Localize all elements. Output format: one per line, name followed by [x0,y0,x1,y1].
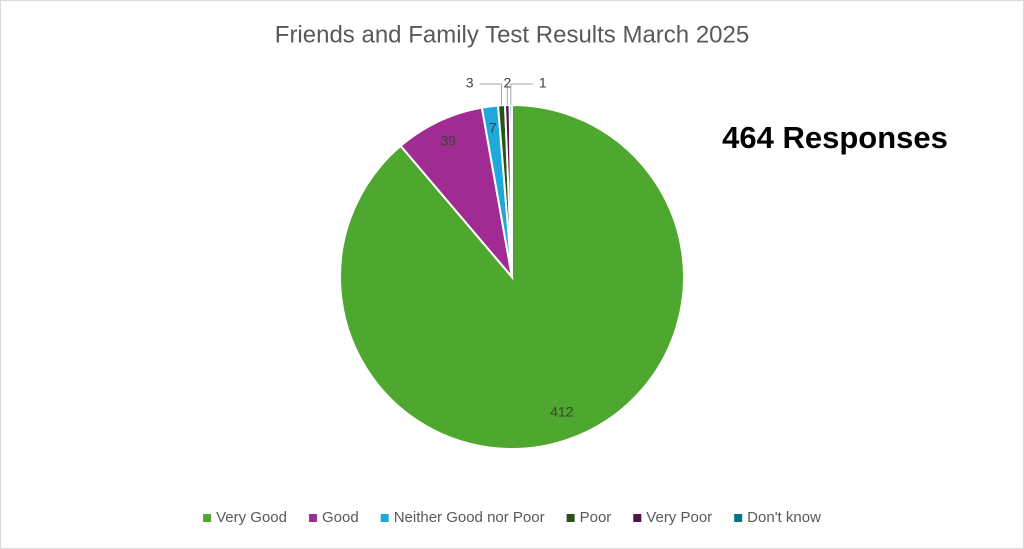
legend-label: Very Poor [646,509,712,526]
legend-label: Poor [580,509,612,526]
data-label: 2 [503,75,511,91]
leader-line [479,83,503,106]
data-label: 3 [466,75,474,91]
leader-line [510,83,533,106]
legend-swatch [633,514,642,522]
legend-swatch [203,514,212,522]
data-label: 7 [489,119,497,135]
legend-swatch [566,514,575,522]
pie-slice [399,106,514,281]
legend-swatch [308,514,317,522]
legend-swatch [734,514,743,522]
data-label: 39 [440,132,456,148]
data-label: 1 [539,75,547,91]
legend-label: Don't know [747,509,821,526]
legend-label: Good [322,509,359,526]
annotation: 464 Responses [722,120,948,155]
legend-label: Very Good [216,509,287,526]
data-label: 412 [550,403,574,419]
legend-swatch [380,514,389,522]
chart-title: Friends and Family Test Results March 20… [275,21,749,48]
legend-label: Neither Good nor Poor [394,509,545,526]
pie-slice [508,103,513,278]
